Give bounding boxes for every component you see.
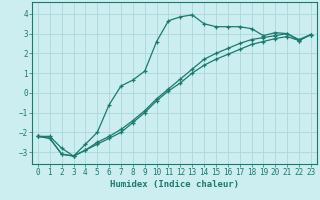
X-axis label: Humidex (Indice chaleur): Humidex (Indice chaleur) xyxy=(110,180,239,189)
